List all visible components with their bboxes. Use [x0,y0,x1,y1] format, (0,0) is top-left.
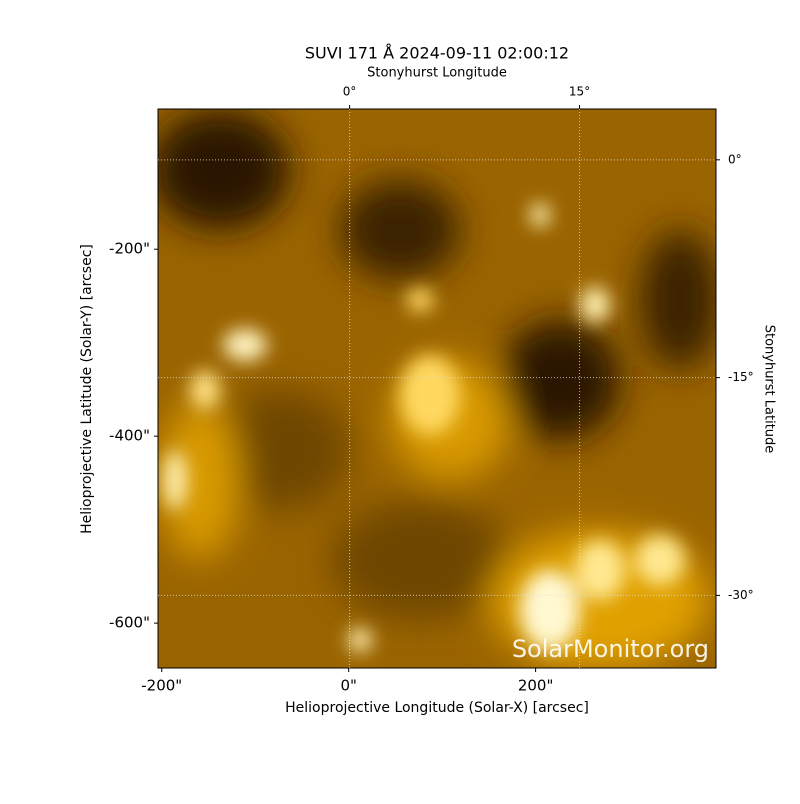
x2-tick-label: 15° [569,85,590,99]
x2-tick-label: 0° [343,85,357,99]
y2-axis-label: Stonyhurst Latitude [762,325,777,454]
y2-tick-label: -15° [728,370,754,384]
y2-tick-label: -30° [728,588,754,602]
y-tick-label: -400" [109,427,150,445]
y-tick-label: -200" [109,240,150,258]
plot-frame [157,108,717,669]
solar-image [158,109,716,668]
x-tick-label: 200" [518,677,554,695]
x2-axis-label: Stonyhurst Longitude [367,66,507,81]
x-tick-label: -200" [141,677,182,695]
y-axis-label: Helioprojective Latitude (Solar-Y) [arcs… [79,244,95,534]
chart-title: SUVI 171 Å 2024-09-11 02:00:12 [305,44,569,63]
x-tick-label: 0" [340,677,356,695]
x-axis-label: Helioprojective Longitude (Solar-X) [arc… [285,700,589,716]
y-tick-label: -600" [109,614,150,632]
watermark: SolarMonitor.org [512,635,709,663]
y2-tick-label: 0° [728,152,742,166]
